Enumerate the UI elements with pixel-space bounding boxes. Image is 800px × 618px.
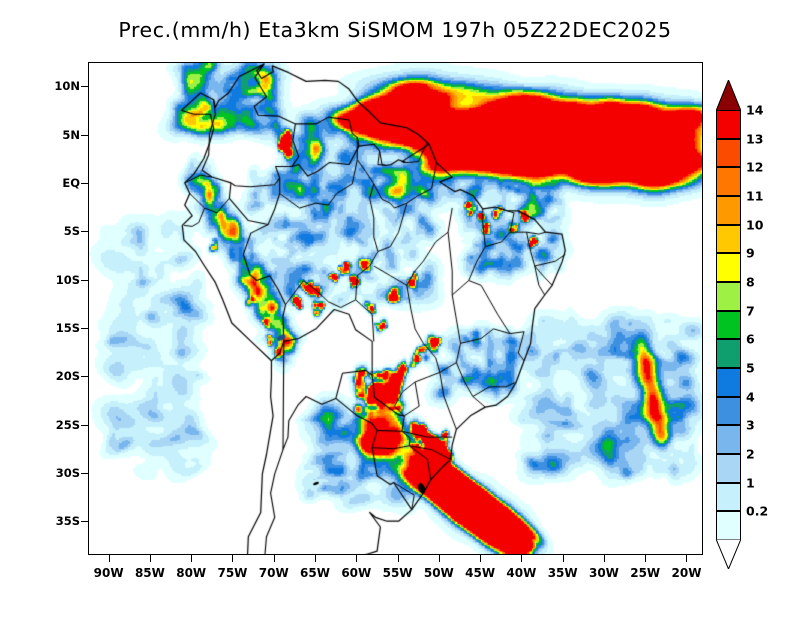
y-axis-label: EQ	[62, 175, 80, 190]
y-axis-label: 5S	[63, 224, 80, 239]
colorbar-segment	[716, 339, 741, 368]
colorbar-tick-label: 14	[746, 102, 764, 118]
x-axis-label: 70W	[258, 566, 289, 580]
colorbar-tick-label: 3	[746, 417, 755, 433]
y-axis-label: 20S	[55, 369, 80, 384]
x-axis-label: 30W	[588, 566, 619, 580]
x-axis-label: 65W	[300, 566, 330, 580]
colorbar-segment	[716, 396, 741, 426]
x-axis-tick	[438, 555, 440, 562]
y-axis-tick	[81, 424, 88, 426]
x-axis-label: 75W	[217, 566, 248, 580]
y-axis-tick	[81, 279, 88, 281]
x-axis-tick	[108, 555, 110, 562]
y-axis-tick	[81, 86, 88, 88]
colorbar-segment	[716, 110, 741, 139]
precipitation-map-canvas	[89, 63, 702, 554]
y-axis-tick	[81, 472, 88, 474]
x-axis-label: 60W	[341, 566, 372, 580]
y-axis-label: 25S	[55, 417, 80, 432]
y-axis-label: 30S	[55, 465, 80, 480]
x-axis-tick	[686, 555, 688, 562]
colorbar-under-arrow	[716, 539, 741, 569]
x-axis-label: 20W	[671, 566, 702, 580]
y-axis-label: 15S	[55, 320, 80, 335]
page-title: Prec.(mm/h) Eta3km SiSMOM 197h 05Z22DEC2…	[118, 18, 672, 42]
y-axis-label: 5N	[62, 127, 80, 142]
colorbar-over-arrow	[716, 80, 741, 111]
x-axis-tick	[480, 555, 482, 562]
y-axis-tick	[81, 521, 88, 523]
colorbar-segment	[716, 482, 741, 512]
colorbar-tick-label: 1	[746, 475, 755, 491]
colorbar-segment	[716, 511, 741, 540]
colorbar-tick-label: 5	[746, 360, 755, 376]
colorbar-segment	[716, 310, 741, 340]
x-axis-tick	[356, 555, 358, 562]
y-axis-tick	[81, 327, 88, 329]
colorbar-tick-label: 2	[746, 446, 755, 462]
colorbar-tick-label: 11	[746, 188, 764, 204]
y-axis-tick	[81, 134, 88, 136]
x-axis-tick	[315, 555, 316, 562]
x-axis-label: 55W	[382, 566, 413, 580]
x-axis-label: 45W	[465, 566, 496, 580]
colorbar-segment	[716, 253, 741, 282]
colorbar-segment	[716, 454, 741, 483]
y-axis-label: 10N	[54, 79, 80, 94]
x-axis-tick	[273, 555, 275, 562]
colorbar-segment	[716, 224, 741, 254]
colorbar-tick-label: 9	[746, 245, 755, 261]
colorbar-tick-label: 13	[746, 131, 764, 147]
x-axis-tick	[232, 555, 234, 562]
x-axis-tick	[149, 555, 151, 562]
colorbar-segment	[716, 368, 741, 397]
x-axis-label: 25W	[630, 566, 661, 580]
y-axis-label: 35S	[55, 514, 80, 529]
colorbar-tick-label: 7	[746, 303, 755, 319]
colorbar-tick-label: 0.2	[746, 503, 769, 519]
colorbar-segment	[716, 138, 741, 168]
colorbar-segment	[716, 196, 741, 225]
colorbar-tick-label: 6	[746, 331, 755, 347]
x-axis-label: 50W	[423, 566, 454, 580]
x-axis-label: 85W	[134, 566, 165, 580]
x-axis-label: 40W	[506, 566, 537, 580]
x-axis-tick	[562, 555, 564, 562]
x-axis-tick	[645, 555, 647, 562]
x-axis-tick	[603, 555, 605, 562]
x-axis-tick	[521, 555, 523, 562]
y-axis-tick	[81, 182, 88, 184]
y-axis-tick	[81, 231, 88, 233]
y-axis-tick	[81, 376, 88, 378]
x-axis-tick	[397, 555, 399, 562]
colorbar-tick-label: 8	[746, 274, 755, 290]
map-plot-area	[88, 62, 703, 555]
x-axis-label: 90W	[93, 566, 124, 580]
colorbar-tick-label: 4	[746, 389, 755, 405]
x-axis-label: 80W	[176, 566, 207, 580]
y-axis-label: 10S	[55, 272, 80, 287]
colorbar-tick-label: 12	[746, 159, 764, 175]
x-axis-tick	[191, 555, 193, 562]
x-axis-label: 35W	[547, 566, 578, 580]
colorbar-tick-label: 10	[746, 217, 764, 233]
colorbar-segment	[716, 167, 741, 196]
colorbar-segment	[716, 425, 741, 454]
colorbar-segment	[716, 282, 741, 311]
